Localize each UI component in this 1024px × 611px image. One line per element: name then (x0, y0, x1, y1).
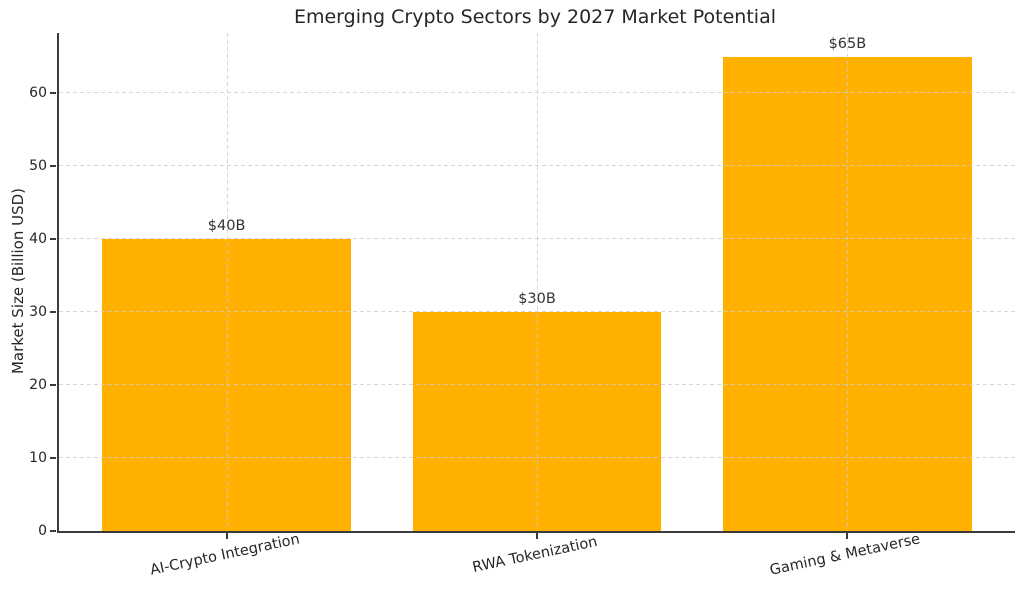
y-tick-label: 0 (38, 523, 47, 539)
y-tick-mark (50, 238, 56, 241)
bar-value-label: $65B (828, 35, 867, 52)
x-tick-mark (536, 533, 538, 539)
x-tick-mark (846, 533, 849, 539)
x-tick-mark (225, 533, 228, 539)
y-tick-label: 30 (29, 304, 47, 321)
y-tick-mark (50, 530, 56, 532)
y-tick-label: 60 (29, 85, 47, 102)
y-tick-label: 40 (29, 231, 47, 248)
x-tick-label: RWA Tokenization (471, 533, 599, 577)
y-axis-label: Market Size (Billion USD) (9, 187, 27, 375)
y-tick-mark (50, 311, 56, 314)
bar-3 (723, 56, 972, 531)
y-tick-mark (50, 92, 56, 95)
chart-title: Emerging Crypto Sectors by 2027 Market P… (293, 6, 776, 28)
y-tick-mark (50, 457, 56, 460)
bar-value-label: $40B (207, 218, 246, 235)
gridline-x (847, 33, 849, 531)
y-tick-label: 20 (29, 377, 47, 394)
plot-area: 0 10 20 30 40 50 60 $40B $30B $65B (29, 33, 1015, 539)
gridline-x (537, 33, 538, 531)
y-tick-mark (50, 165, 56, 168)
bar-2 (412, 312, 662, 531)
gridline-x (226, 33, 228, 531)
y-tick-mark (50, 384, 56, 387)
x-tick-label: AI-Crypto Integration (148, 531, 301, 579)
y-tick-label: 50 (29, 158, 47, 175)
y-tick-label: 10 (29, 450, 47, 467)
bar-value-label: $30B (518, 291, 556, 308)
x-tick-label: Gaming & Metaverse (768, 531, 922, 579)
